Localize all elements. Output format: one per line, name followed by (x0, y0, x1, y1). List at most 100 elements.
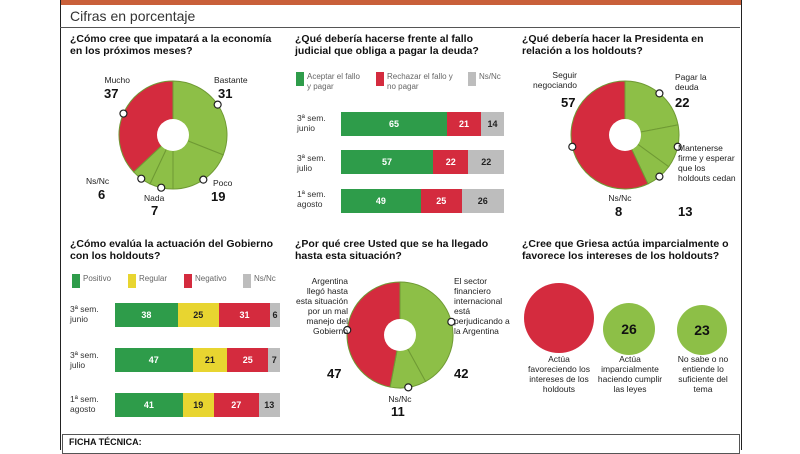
chart3-value-mantenerse: 13 (678, 204, 693, 219)
chart3-label-pagar: Pagar la deuda (675, 72, 707, 92)
chart5-pie (343, 281, 456, 392)
bar4-seg-2-1: 19 (182, 393, 214, 417)
bar2-seg-1-2: 22 (468, 150, 504, 174)
chart6-label-imparcial: Actúa imparcialmente haciendo cumplir la… (597, 354, 663, 394)
legend-swatch (72, 274, 80, 288)
legend-swatch (376, 72, 384, 86)
left-border (60, 0, 61, 450)
chart4-bar-row-2: 47 21 25 7 (115, 348, 280, 372)
chart4-legend-nsnc-label: Ns/Nc (254, 274, 276, 283)
chart1-label-mucho: Mucho (104, 75, 130, 85)
chart2-row-label-1: 3ª sem. junio (297, 113, 326, 133)
chart3-marker-3 (568, 142, 577, 151)
chart4-bar-row-1: 38 25 31 6 (115, 303, 280, 327)
chart3-marker-1 (673, 142, 682, 151)
chart5-marker-1 (404, 383, 413, 392)
chart2-legend-nsnc-label: Ns/Nc (479, 72, 501, 81)
legend-swatch (243, 274, 251, 288)
chart4-row-label-3: 1ª sem. agosto (70, 394, 99, 414)
chart3-label-nsnc: Ns/Nc (608, 193, 632, 203)
chart5-label-nsnc: Ns/Nc (388, 394, 412, 404)
bar4-seg-0-1: 25 (177, 303, 219, 327)
bar4-seg-1-1: 21 (192, 348, 228, 372)
chart2-legend-nsnc: Ns/Nc (468, 72, 513, 86)
chart3-center-hole (609, 119, 641, 151)
right-border (741, 0, 742, 450)
chart6-bubble-favorece (524, 283, 594, 353)
chart3-pie (568, 80, 682, 190)
bar4-seg-1-0: 47 (115, 348, 193, 372)
chart2-bar-row-2: 57 22 22 (341, 150, 504, 174)
chart1-marker-3 (137, 174, 146, 183)
chart1-label-nsnc: Ns/Nc (86, 176, 110, 186)
bar4-seg-2-0: 41 (115, 393, 183, 417)
chart1-label-nada: Nada (144, 193, 165, 203)
chart4-row-label-2: 3ª sem. julio (70, 350, 99, 370)
bar2-seg-2-0: 49 (341, 189, 421, 213)
chart1-value-nada: 7 (151, 203, 159, 218)
chart6-title: ¿Cree que Griesa actúa imparcialmente o … (522, 238, 729, 262)
chart1-value-mucho: 37 (104, 86, 119, 101)
chart4-legend-nsnc: Ns/Nc (243, 274, 283, 288)
chart3-label-mantenerse: Mantenerse firme y esperar que los holdo… (678, 143, 736, 183)
chart2-row-label-2: 3ª sem. julio (297, 153, 326, 173)
chart2-legend-rechazar: Rechazar el fallo y no pagar (376, 72, 456, 92)
chart5-value-argentina: 47 (327, 366, 342, 381)
bar2-seg-1-0: 57 (341, 150, 433, 174)
subtitle-divider (60, 27, 740, 28)
legend-swatch (184, 274, 192, 288)
chart1-label-bastante: Bastante (214, 75, 248, 85)
bar4-seg-2-2: 27 (213, 393, 259, 417)
chart1-title: ¿Cómo cree que impatará a la economía en… (70, 33, 272, 57)
bar2-seg-0-1: 21 (446, 112, 482, 136)
chart1-marker-0 (213, 100, 222, 109)
legend-swatch (128, 274, 136, 288)
chart6-bubble-imparcial: 26 (603, 303, 655, 355)
chart2-bar-row-3: 49 25 26 (341, 189, 504, 213)
legend-swatch (468, 72, 476, 86)
chart4-legend-regular-label: Regular (139, 274, 168, 283)
chart2-row-label-3: 1ª sem. agosto (297, 189, 326, 209)
chart4-legend-negativo: Negativo (184, 274, 244, 288)
chart4-legend-positivo: Positivo (72, 274, 132, 288)
bar2-seg-2-2: 26 (461, 189, 504, 213)
chart5-value-nsnc: 11 (391, 404, 405, 419)
chart3-label-seguir: Seguir negociando (533, 70, 577, 90)
chart2-legend-rechazar-label: Rechazar el fallo y no pagar (387, 72, 453, 91)
bar2-seg-0-2: 14 (481, 112, 504, 136)
bar4-seg-2-3: 13 (258, 393, 280, 417)
chart6-value-imparcial: 26 (621, 321, 637, 337)
chart4-legend-negativo-label: Negativo (195, 274, 227, 283)
chart4-bar-row-3: 41 19 27 13 (115, 393, 280, 417)
chart1-label-poco: Poco (213, 178, 233, 188)
chart1-value-poco: 19 (211, 189, 226, 204)
chart6-value-nosabe: 23 (694, 322, 710, 338)
chart5-label-argentina: Argentina llegó hasta esta situación por… (296, 276, 348, 336)
chart1-value-nsnc: 6 (98, 187, 106, 202)
chart3-marker-0 (655, 89, 664, 98)
ficha-tecnica: FICHA TÉCNICA: (62, 434, 740, 454)
subtitle: Cifras en porcentaje (70, 8, 196, 24)
chart5-value-sector: 42 (454, 366, 469, 381)
chart4-title: ¿Cómo evalúa la actuación del Gobierno c… (70, 238, 274, 262)
bar4-seg-1-3: 7 (268, 348, 280, 372)
chart5-marker-0 (447, 317, 456, 326)
chart3-value-seguir: 57 (561, 95, 576, 110)
chart4-legend-positivo-label: Positivo (83, 274, 112, 283)
bar4-seg-0-3: 6 (270, 303, 280, 327)
chart1-pie (118, 80, 228, 192)
bar2-seg-2-1: 25 (420, 189, 462, 213)
chart2-legend-aceptar-label: Aceptar el fallo y pagar (307, 72, 360, 91)
bar4-seg-0-0: 38 (115, 303, 178, 327)
chart6-label-favorece: Actúa favoreciendo los intereses de los … (528, 354, 590, 394)
chart1-marker-2 (157, 183, 166, 192)
legend-swatch (296, 72, 304, 86)
chart1-value-bastante: 31 (218, 86, 233, 101)
chart5-marker-2 (343, 325, 352, 335)
chart1-marker-4 (119, 109, 128, 118)
chart2-bar-row-1: 65 21 14 (341, 112, 504, 136)
bar4-seg-1-2: 25 (227, 348, 269, 372)
chart2-title: ¿Qué debería hacerse frente al fallo jud… (295, 33, 479, 57)
chart5-title: ¿Por qué cree Usted que se ha llegado ha… (295, 238, 489, 262)
chart4-legend-regular: Regular (128, 274, 188, 288)
